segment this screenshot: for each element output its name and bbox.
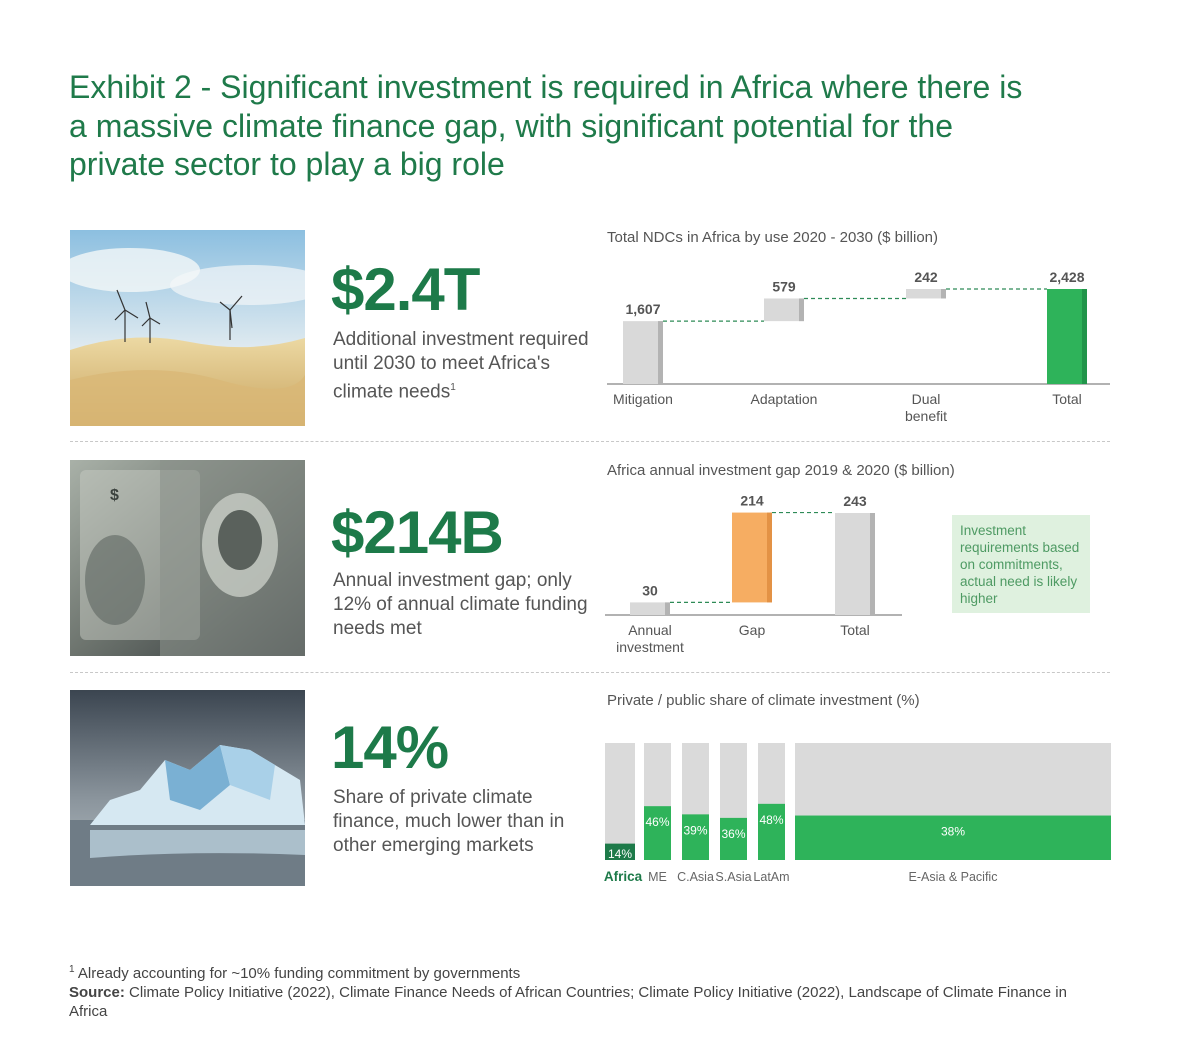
bar — [906, 289, 946, 299]
category-label: S.Asia — [715, 870, 751, 884]
bar-edge — [658, 321, 663, 384]
bar-private — [720, 817, 747, 860]
chart-gap-waterfall: 30 Annual investment 214 Gap 243 Total — [605, 493, 902, 655]
chart-share-title: Private / public share of climate invest… — [607, 692, 920, 709]
chart-share-stacked: 14% Africa 46% ME 39% C.Asia 36% S.Asia 48% LatAm… — [604, 743, 1111, 884]
bar-edge — [870, 513, 875, 615]
category-label: Dual benefit — [905, 391, 947, 424]
category-label: E-Asia & Pacific — [909, 870, 998, 884]
category-label: Total — [1052, 391, 1082, 407]
stat-total-investment: $2.4T — [331, 256, 480, 323]
page-title: Exhibit 2 - Significant investment is re… — [69, 69, 1023, 182]
bar — [630, 602, 670, 615]
data-label: 2,428 — [1049, 269, 1084, 285]
bar-public — [605, 743, 635, 860]
category-label: C.Asia — [677, 870, 714, 884]
bar — [732, 512, 772, 603]
bar — [835, 513, 875, 615]
bar-edge — [767, 512, 772, 603]
bar-private — [644, 806, 671, 860]
divider — [70, 672, 1110, 673]
bar — [1047, 289, 1087, 384]
bar-edge — [665, 602, 670, 615]
data-label: 36% — [721, 827, 745, 841]
bar-edge — [941, 289, 946, 299]
bar-private — [795, 815, 1111, 860]
bar-private — [605, 843, 635, 860]
dollar-banknotes-image: $ — [70, 460, 305, 656]
category-label: Mitigation — [613, 391, 673, 407]
footnote-line: 1 Already accounting for ~10% funding co… — [69, 964, 521, 982]
data-label: 579 — [772, 278, 796, 294]
melting-iceberg-image — [70, 690, 305, 886]
desert-wind-turbines-image — [70, 230, 305, 426]
stat-total-investment-desc: Additional investment required until 203… — [333, 329, 589, 403]
chart-ndc-title: Total NDCs in Africa by use 2020 - 2030 … — [607, 229, 938, 246]
bar-edge — [799, 298, 804, 322]
chart-ndc-waterfall: 1,607 Mitigation 579 Adaptation 242 Dual benef… — [607, 269, 1110, 424]
bar — [623, 321, 663, 384]
data-label: 243 — [843, 493, 867, 509]
data-label: 242 — [914, 269, 938, 285]
category-label: Gap — [739, 622, 766, 638]
note-box: Investment requirements based on commitm… — [952, 515, 1090, 613]
data-label: 39% — [683, 823, 707, 837]
footnote: 1 Already accounting for ~10% funding co… — [69, 960, 1069, 1021]
stat-private-share: 14% — [331, 714, 449, 781]
bar-private — [758, 803, 785, 860]
category-label: Africa — [604, 869, 643, 884]
category-label: Adaptation — [751, 391, 818, 407]
bar — [764, 298, 804, 322]
bar-private — [682, 814, 709, 860]
stat-private-share-desc: Share of private climate finance, much l… — [333, 787, 565, 856]
divider — [70, 441, 1110, 442]
category-label: Annual investment — [616, 622, 684, 655]
category-label: LatAm — [753, 870, 789, 884]
stat-annual-gap-desc: Annual investment gap; only 12% of annua… — [333, 570, 588, 639]
category-label: Total — [840, 622, 870, 638]
category-label: ME — [648, 870, 667, 884]
stat-annual-gap: $214B — [331, 499, 504, 566]
data-label: 46% — [645, 815, 669, 829]
data-label: 14% — [608, 847, 632, 861]
data-label: 1,607 — [625, 301, 660, 317]
source-line: Source: Climate Policy Initiative (2022)… — [69, 984, 1067, 1020]
data-label: 30 — [642, 582, 658, 598]
bar-edge — [1082, 289, 1087, 384]
svg-text:$: $ — [110, 487, 119, 504]
data-label: 38% — [941, 825, 965, 839]
data-label: 214 — [740, 493, 764, 509]
chart-gap-title: Africa annual investment gap 2019 & 2020… — [607, 462, 955, 479]
data-label: 48% — [759, 813, 783, 827]
